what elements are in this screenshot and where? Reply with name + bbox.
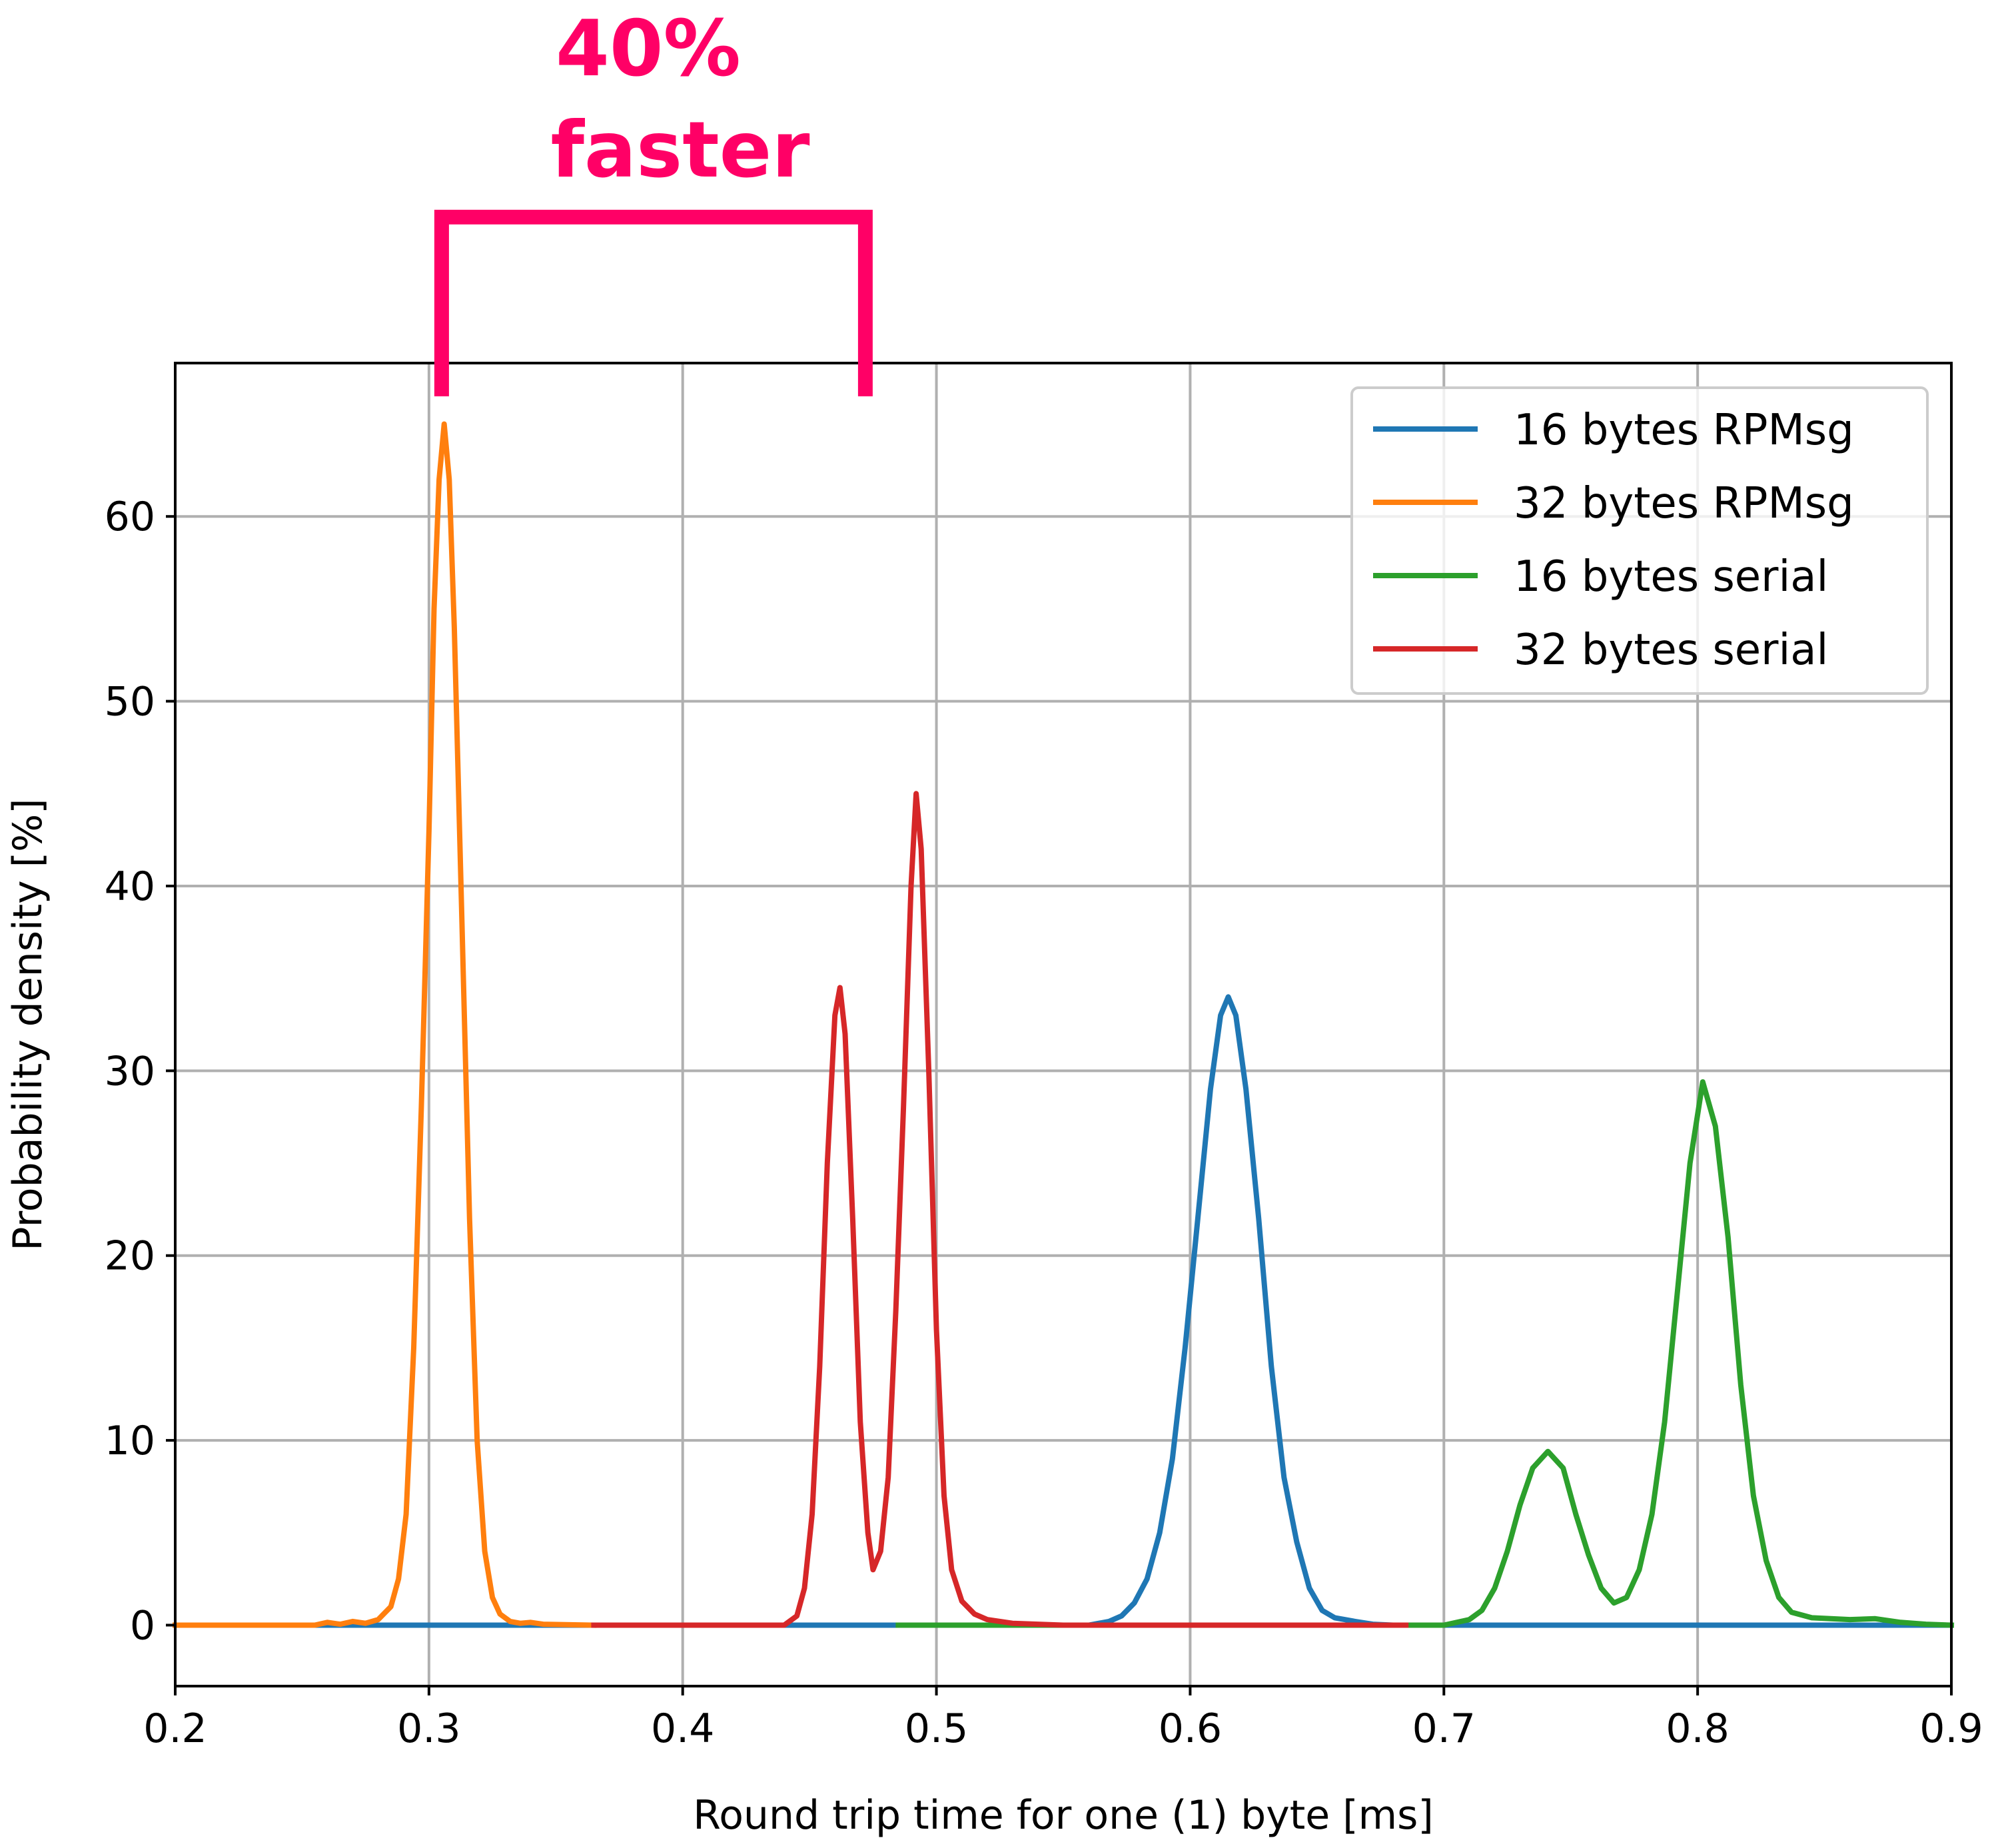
axis-ticks: 0.2 0.3 0.4 0.5 0.6 0.7 0.8 0.9 0 10 20 30 40 50 60 xyxy=(105,494,1983,1752)
legend-label: 32 bytes RPMsg xyxy=(1514,479,1854,528)
annotation-text-line1: 40% xyxy=(556,4,741,94)
series-line-2 xyxy=(173,421,597,1628)
annotation: 40% faster xyxy=(434,4,873,396)
legend: 16 bytes RPMsg 32 bytes RPMsg 16 bytes ser… xyxy=(1350,386,1929,695)
legend-label: 16 bytes RPMsg xyxy=(1514,406,1854,455)
x-tick-label: 0.2 xyxy=(143,1705,207,1752)
x-tick-label: 0.8 xyxy=(1666,1705,1729,1752)
annotation-bracket xyxy=(434,209,873,396)
x-tick-label: 0.3 xyxy=(397,1705,460,1752)
y-tick-label: 0 xyxy=(130,1602,155,1649)
plot-frame xyxy=(174,362,1953,1687)
legend-items: 16 bytes RPMsg 32 bytes RPMsg 16 bytes ser… xyxy=(1373,406,1854,675)
y-tick-label: 30 xyxy=(105,1048,155,1095)
series-line-4 xyxy=(591,791,1409,1628)
y-tick-label: 20 xyxy=(105,1233,155,1280)
y-tick-label: 60 xyxy=(105,494,155,540)
series-lines xyxy=(173,421,1955,1628)
y-tick-label: 10 xyxy=(105,1418,155,1464)
x-tick-label: 0.6 xyxy=(1159,1705,1222,1752)
x-tick-label: 0.5 xyxy=(905,1705,968,1752)
x-tick-label: 0.7 xyxy=(1412,1705,1476,1752)
legend-label: 16 bytes serial xyxy=(1514,552,1828,602)
x-tick-label: 0.9 xyxy=(1919,1705,1983,1752)
legend-label: 32 bytes serial xyxy=(1514,626,1828,675)
series-line-3 xyxy=(895,1079,1955,1628)
y-tick-label: 50 xyxy=(105,679,155,725)
y-axis-label: Probability density [%] xyxy=(5,798,51,1250)
y-tick-label: 40 xyxy=(105,863,155,910)
x-axis-label: Round trip time for one (1) byte [ms] xyxy=(693,1792,1434,1839)
legend-box xyxy=(1350,386,1929,695)
annotation-text-line2: faster xyxy=(550,105,809,195)
series-line-1 xyxy=(173,994,1954,1628)
x-tick-label: 0.4 xyxy=(651,1705,714,1752)
